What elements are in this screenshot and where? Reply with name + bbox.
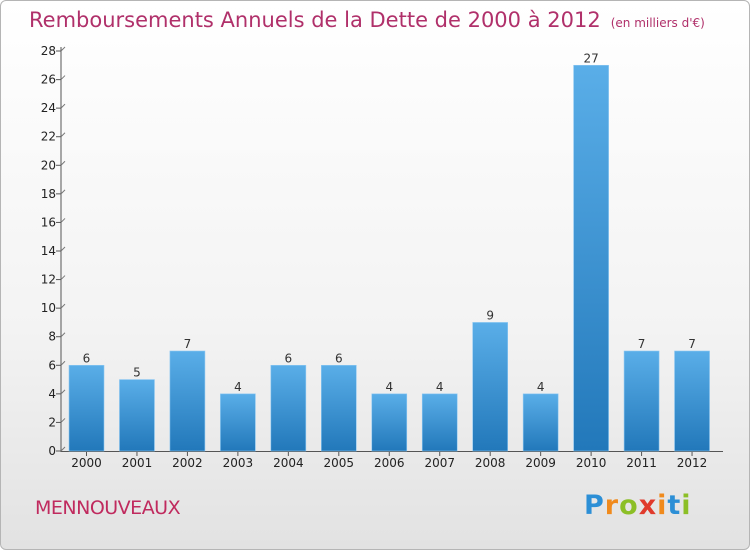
y-tick-label: 2 (48, 415, 56, 429)
y-tick-label: 14 (41, 244, 56, 258)
chart-title-main: Remboursements Annuels de la Dette de 20… (29, 8, 601, 32)
bar-2000 (68, 364, 105, 452)
bar-2001 (119, 379, 155, 452)
x-tick-label: 2001 (122, 456, 153, 470)
y-tick-label: 0 (48, 444, 56, 458)
bar-2006 (371, 393, 408, 452)
x-tick-label: 2008 (475, 456, 506, 470)
commune-name: MENNOUVEAUX (35, 497, 181, 519)
data-label-2010: 27 (583, 51, 598, 65)
y-tick-label: 24 (41, 101, 56, 115)
x-tick-label: 2012 (677, 456, 708, 470)
x-tick-label: 2010 (576, 456, 607, 470)
x-tick-label: 2011 (626, 456, 657, 470)
y-tick-diagonal (60, 246, 66, 252)
y-tick-label: 22 (41, 130, 56, 144)
y-tick-diagonal (60, 275, 66, 280)
chart-title-unit: (en milliers d'€) (610, 16, 705, 30)
y-tick-diagonal (60, 303, 66, 309)
y-tick-diagonal (60, 103, 66, 109)
x-tick-label: 2004 (273, 456, 304, 470)
y-tick-diagonal (60, 446, 66, 452)
data-label-2011: 7 (638, 337, 646, 351)
y-tick-diagonal (60, 218, 66, 223)
x-tick-label: 2000 (71, 456, 102, 470)
x-tick-label: 2006 (374, 456, 405, 470)
x-tick-label: 2005 (324, 456, 355, 470)
y-tick-label: 12 (41, 273, 56, 287)
bar-2005 (321, 364, 357, 452)
bar-2003 (220, 393, 256, 452)
y-tick-diagonal (60, 332, 66, 338)
chart-bars (68, 64, 710, 452)
y-tick-label: 8 (48, 330, 56, 344)
y-tick-diagonal (60, 360, 66, 366)
y-tick-diagonal (60, 75, 66, 80)
data-label-2006: 4 (385, 380, 393, 394)
chart-data-labels: 6 5 7 4 6 6 4 4 9 4 27 7 7 (83, 51, 696, 394)
data-label-2000: 6 (83, 351, 91, 365)
chart-title: Remboursements Annuels de la Dette de 20… (29, 8, 705, 32)
data-label-2001: 5 (133, 366, 141, 380)
bar-2011 (623, 350, 660, 452)
data-label-2005: 6 (335, 351, 343, 365)
y-tick-label: 4 (48, 387, 56, 401)
y-tick-label: 16 (41, 215, 56, 229)
data-label-2003: 4 (234, 380, 242, 394)
y-tick-diagonal (60, 189, 66, 195)
bar-2010 (573, 64, 609, 452)
data-label-2012: 7 (688, 337, 696, 351)
y-tick-diagonal (60, 389, 66, 395)
x-tick-label: 2003 (223, 456, 254, 470)
bar-2004 (270, 364, 307, 452)
bar-2009 (522, 393, 559, 452)
data-label-2002: 7 (184, 337, 192, 351)
data-label-2004: 6 (285, 351, 293, 365)
bar-2012 (674, 350, 710, 452)
y-tick-diagonal (60, 418, 66, 423)
y-tick-label: 18 (41, 187, 56, 201)
proxiti-logo: Proxiti (584, 490, 692, 521)
y-tick-diagonal (60, 160, 66, 166)
bar-2007 (421, 393, 458, 452)
data-label-2009: 4 (537, 380, 545, 394)
x-tick-label: 2007 (424, 456, 455, 470)
bar-2008 (472, 322, 508, 452)
y-tick-label: 20 (41, 158, 56, 172)
data-label-2008: 9 (486, 308, 494, 322)
y-tick-diagonal (60, 46, 66, 52)
bar-2002 (169, 350, 206, 452)
data-label-2007: 4 (436, 380, 444, 394)
y-tick-label: 28 (41, 44, 56, 58)
x-tick-label: 2002 (172, 456, 203, 470)
y-tick-label: 26 (41, 73, 56, 87)
y-tick-diagonal (60, 132, 66, 138)
y-tick-label: 10 (41, 301, 56, 315)
x-tick-label: 2009 (525, 456, 556, 470)
y-tick-label: 6 (48, 358, 56, 372)
